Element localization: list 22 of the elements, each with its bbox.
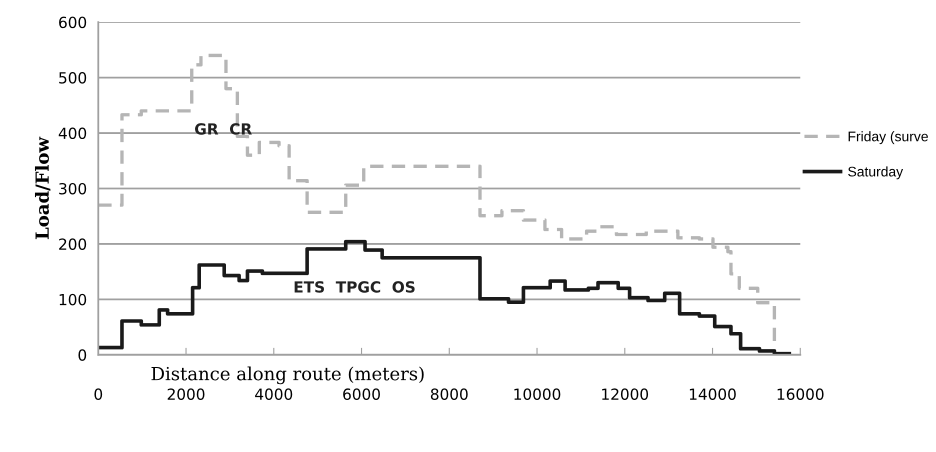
y-tick-label: 400 (58, 128, 86, 140)
y-axis-title: Load/Flow (34, 136, 50, 240)
x-tick-label: 0 (94, 388, 102, 400)
x-tick-label: 2000 (168, 388, 204, 400)
y-tick-label: 600 (59, 16, 86, 28)
annotation: GR CR (195, 123, 252, 135)
x-tick-label: 6000 (343, 388, 380, 400)
x-tick-label: 4000 (255, 388, 292, 400)
y-tick-label: 100 (60, 294, 86, 306)
legend-label: Saturday (848, 166, 904, 180)
x-tick-label: 14000 (690, 388, 736, 400)
y-tick-label: 500 (59, 72, 86, 84)
x-tick-label: 10000 (514, 388, 560, 400)
legend-label: Friday (surve (848, 131, 928, 144)
x-axis-title: Distance along route (meters) (152, 366, 424, 384)
x-tick-label: 12000 (602, 388, 648, 400)
annotation: ETS TPGC OS (294, 281, 415, 293)
y-tick-label: 300 (59, 182, 86, 195)
x-tick-label: 16000 (778, 388, 824, 400)
y-tick-label: 200 (59, 238, 86, 250)
y-tick-label: 0 (78, 349, 86, 361)
x-tick-label: 8000 (430, 388, 468, 400)
